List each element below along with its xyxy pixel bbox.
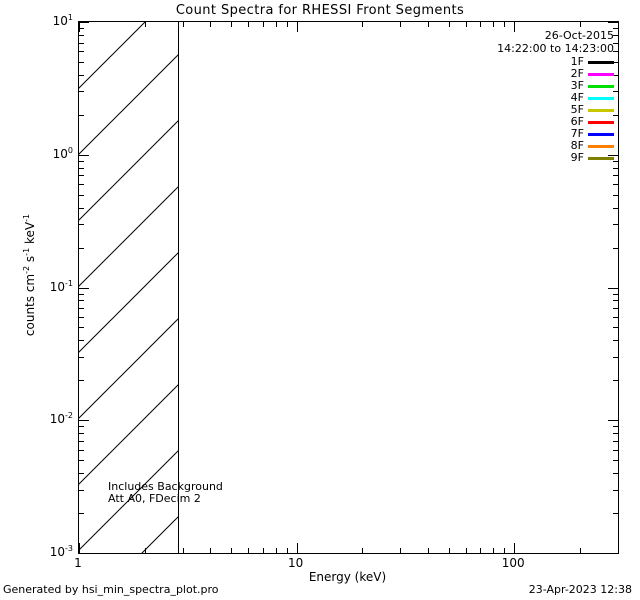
legend-item-label: 5F xyxy=(570,103,584,116)
x-axis-title: Energy (keV) xyxy=(308,570,387,584)
legend-item-swatch xyxy=(588,156,614,160)
observation-interval: 14:22:00 to 14:23:00 xyxy=(497,42,614,55)
legend-item[interactable]: 9F xyxy=(571,152,614,164)
footer-timestamp: 23-Apr-2023 12:38 xyxy=(528,583,632,596)
y-tick-label: 10-2 xyxy=(49,411,73,427)
y-axis-title-exp1: -2 xyxy=(22,265,31,274)
footer-generator-text: Generated by hsi_min_spectra_plot.pro xyxy=(3,583,219,596)
y-tick-label: 10-1 xyxy=(49,278,73,294)
y-tick-exponent: -3 xyxy=(65,544,73,553)
y-tick-mantissa: 10 xyxy=(52,146,68,161)
observation-date: 26-Oct-2015 xyxy=(544,29,614,42)
y-tick-label: 100 xyxy=(52,145,73,161)
y-tick-mantissa: 10 xyxy=(49,412,66,427)
y-tick-label: 101 xyxy=(52,13,73,29)
y-tick-exponent: -1 xyxy=(65,278,73,288)
x-axis-tick-labels: 1 10 100 xyxy=(74,556,617,574)
legend-item-swatch xyxy=(588,60,614,64)
y-axis-title-part2: s xyxy=(23,255,37,266)
plot-data-area xyxy=(79,22,618,553)
legend-item-label: 8F xyxy=(570,139,584,152)
legend-item[interactable]: 2F xyxy=(571,68,614,80)
legend-item-label: 1F xyxy=(570,55,584,68)
legend-item-swatch xyxy=(588,144,614,148)
y-axis-title-part1: counts cm xyxy=(23,273,37,337)
x-tick-label: 1 xyxy=(74,556,82,570)
y-tick-mantissa: 10 xyxy=(52,14,68,28)
legend-item-swatch xyxy=(588,108,614,112)
page-title: Count Spectra for RHESSI Front Segments xyxy=(175,3,465,18)
legend-item-swatch xyxy=(588,72,614,76)
legend-item[interactable]: 8F xyxy=(571,140,614,152)
y-tick-exponent: 1 xyxy=(67,13,73,22)
legend-item[interactable]: 5F xyxy=(571,104,614,116)
legend-item-label: 4F xyxy=(570,91,584,104)
y-axis-title: counts cm-2 s-1 keV-1 xyxy=(22,135,37,415)
legend-item[interactable]: 7F xyxy=(571,128,614,140)
y-tick-exponent: 0 xyxy=(67,145,73,155)
x-tick-label: 100 xyxy=(501,556,525,570)
y-axis-title-exp3: -1 xyxy=(22,213,31,222)
legend-item-label: 6F xyxy=(570,115,584,128)
x-tick-label: 10 xyxy=(287,556,304,570)
legend: 1F 2F 3F 4F 5F 6F 7F 8F 9F xyxy=(571,56,614,164)
y-axis-title-exp2: -1 xyxy=(22,247,31,256)
y-axis-title-part3: keV xyxy=(23,221,37,248)
hatch-region-edge xyxy=(178,22,179,553)
legend-item[interactable]: 3F xyxy=(571,80,614,92)
legend-item-swatch xyxy=(588,132,614,136)
y-axis-tick-labels: 101 100 10-1 10-2 10-3 xyxy=(0,14,73,560)
legend-item-swatch xyxy=(588,96,614,100)
annotation-line-attenuator: Att A0, FDecim 2 xyxy=(108,492,201,505)
legend-item-swatch xyxy=(588,84,614,88)
observation-header: 26-Oct-2015 14:22:00 to 14:23:00 xyxy=(497,29,614,55)
annotation-line-background: Includes Background xyxy=(108,480,223,493)
legend-item[interactable]: 1F xyxy=(571,56,614,68)
legend-item-label: 2F xyxy=(570,67,584,80)
legend-item-label: 9F xyxy=(570,151,584,164)
legend-item-label: 3F xyxy=(570,79,584,92)
y-tick-mantissa: 10 xyxy=(49,279,66,294)
legend-item[interactable]: 6F xyxy=(571,116,614,128)
hatch-pattern-svg xyxy=(79,22,179,553)
legend-item-swatch xyxy=(588,120,614,124)
legend-item[interactable]: 4F xyxy=(571,92,614,104)
plot-frame xyxy=(78,21,619,554)
legend-item-label: 7F xyxy=(570,127,584,140)
y-tick-exponent: -2 xyxy=(65,411,73,421)
plot-annotation: Includes Background Att A0, FDecim 2 xyxy=(108,481,223,505)
hatched-excluded-band xyxy=(79,22,179,553)
y-tick-label: 10-3 xyxy=(49,544,73,560)
y-tick-mantissa: 10 xyxy=(49,545,66,559)
